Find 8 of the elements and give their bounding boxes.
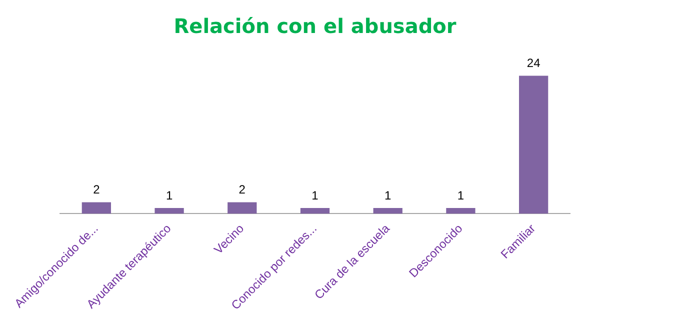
data-label: 1	[384, 188, 392, 202]
chart-title: Relación con el abusador	[174, 14, 456, 38]
data-label: 1	[312, 188, 319, 202]
data-label: 24	[526, 56, 541, 70]
data-label: 1	[166, 188, 173, 202]
data-label: 2	[93, 182, 100, 197]
data-label: 1	[457, 188, 464, 202]
data-label: 2	[238, 182, 246, 197]
